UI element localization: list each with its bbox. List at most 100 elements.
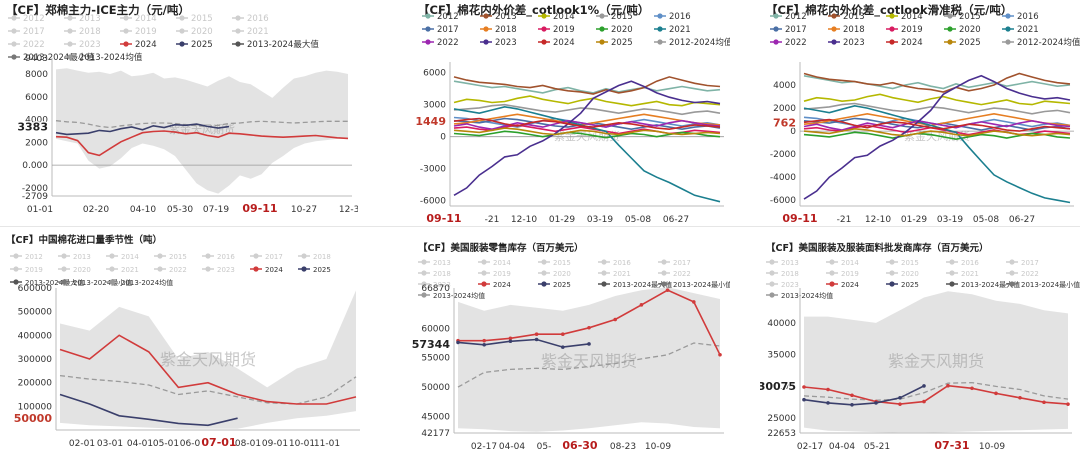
- legend-label: 2020: [959, 25, 981, 35]
- legend-label: 2013-2024最大值: [247, 39, 319, 50]
- chart-title: 【CF】美国服装及服装面料批发商库存（百万美元）: [766, 243, 989, 254]
- legend-label: 2019: [901, 25, 923, 35]
- x-tick-label: 06-0: [180, 439, 201, 449]
- y-tick-label: 100000: [18, 402, 53, 412]
- legend-marker: [1009, 270, 1015, 276]
- x-tick-label: 11-01: [314, 439, 340, 449]
- series-line-2025: [55, 123, 230, 136]
- legend-label: 2025: [959, 38, 981, 48]
- x-tick-label: 05-: [537, 442, 552, 451]
- y-tick-label: 300000: [18, 355, 53, 365]
- y-tick-label: 4000: [773, 81, 796, 91]
- series-point: [874, 401, 878, 405]
- series-point: [692, 300, 696, 304]
- x-tick-highlight: 06-30: [562, 439, 598, 451]
- x-tick-label: 06-27: [663, 215, 689, 222]
- y-tick-label: -2000: [770, 150, 796, 160]
- legend-marker: [769, 281, 775, 287]
- series-line-2013-2024均值: [55, 120, 348, 129]
- legend-label: 2015: [959, 12, 981, 22]
- watermark: 紫金天风期货: [888, 352, 984, 371]
- x-tick-label: 05-08: [973, 215, 999, 222]
- y-tick-label: 30075: [767, 382, 796, 392]
- y-tick-label: 0: [440, 133, 446, 143]
- x-tick-label: 10-09: [645, 442, 671, 451]
- legend-marker: [421, 259, 427, 265]
- x-tick-label: 03-01: [97, 439, 123, 449]
- legend-label: 2019: [553, 25, 575, 35]
- y-tick-label: 2000: [773, 104, 796, 114]
- legend-marker: [949, 259, 955, 265]
- legend-marker: [541, 270, 547, 276]
- legend-label: 2020: [553, 270, 571, 278]
- legend-label: 2023: [433, 281, 451, 289]
- legend-marker: [179, 28, 185, 34]
- legend-marker: [235, 15, 241, 21]
- y-tick-label: -6000: [420, 197, 446, 207]
- highlight-value: 1449: [415, 115, 446, 128]
- legend-marker: [205, 253, 211, 259]
- x-tick-highlight: 07-01: [201, 436, 236, 449]
- y-tick-label: 8000: [25, 70, 48, 80]
- series-line-2015: [803, 102, 1071, 115]
- legend-label: 2014: [901, 12, 923, 22]
- legend-marker: [235, 41, 241, 47]
- legend-marker: [157, 266, 163, 272]
- legend-label: 2012: [23, 14, 45, 24]
- series-point: [826, 401, 830, 405]
- legend-marker: [235, 28, 241, 34]
- legend-label: 2024: [265, 266, 283, 274]
- watermark: 紫金天风期货: [160, 350, 256, 369]
- chart-panel-cotlook-sliding: 【CF】棉花内外价差_cotlook滑准税（元/吨） 2012 2013 2014 2…: [760, 0, 1080, 222]
- legend-marker: [829, 259, 835, 265]
- legend-marker: [541, 39, 547, 45]
- y-tick-label: 50000: [23, 414, 52, 424]
- series-line-2015: [453, 103, 721, 116]
- legend-marker: [949, 281, 955, 287]
- legend-label: 2021: [1017, 25, 1039, 35]
- legend-marker: [67, 28, 73, 34]
- legend-marker: [599, 26, 605, 32]
- series-point: [946, 383, 950, 388]
- y-tick-label: 35000: [767, 351, 796, 361]
- legend-marker: [601, 259, 607, 265]
- x-tick-label: 08-23: [610, 442, 636, 451]
- series-line-2022: [803, 119, 1071, 131]
- legend-marker: [947, 13, 953, 19]
- x-tick-label: 02-20: [83, 205, 109, 215]
- legend-label: 2017: [785, 25, 807, 35]
- chart-title: 【CF】美国服装零售库存（百万美元）: [418, 243, 584, 254]
- legend-label: 2025: [553, 281, 571, 289]
- y-tick-label: -3000: [420, 165, 446, 175]
- series-point: [718, 352, 722, 357]
- legend-label: 2021: [247, 27, 269, 37]
- legend-marker: [889, 281, 895, 287]
- legend-marker: [67, 41, 73, 47]
- legend-marker: [481, 259, 487, 265]
- legend-label: 2018: [843, 25, 865, 35]
- legend-label: 2015: [169, 253, 187, 261]
- y-tick-label: -6000: [770, 196, 796, 206]
- y-tick-label: 4000: [25, 116, 48, 126]
- x-tick-label: 12-10: [865, 215, 891, 222]
- legend-label: 2017: [437, 25, 459, 35]
- x-tick-label: 09-01: [262, 439, 288, 449]
- legend-marker: [1009, 281, 1015, 287]
- series-line-2013: [453, 76, 721, 95]
- legend-marker: [831, 13, 837, 19]
- legend-marker: [829, 281, 835, 287]
- legend-label: 2013-2024均值: [433, 291, 485, 300]
- chart-panel-cotlook-1pct: 【CF】棉花内外价差_cotlook1%（元/吨） 2012 2013 2014 20…: [412, 0, 730, 222]
- x-tick-label: 02-01: [69, 439, 95, 449]
- x-tick-label: 04-04: [499, 442, 525, 451]
- x-tick-label: -21: [837, 215, 852, 222]
- series-line-2025: [803, 385, 925, 406]
- legend-marker: [11, 28, 17, 34]
- legend-label: 2025: [901, 281, 919, 289]
- legend-label: 2015: [191, 14, 213, 24]
- legend-marker: [1009, 259, 1015, 265]
- series-line-2012: [453, 80, 721, 94]
- chart-panel-zce-ice-spread: 【CF】郑棉主力-ICE主力（元/吨） 2012 2013 2014 2015 2016…: [0, 0, 358, 222]
- series-line-2021: [803, 104, 1071, 204]
- x-tick-label: 04-01: [127, 439, 153, 449]
